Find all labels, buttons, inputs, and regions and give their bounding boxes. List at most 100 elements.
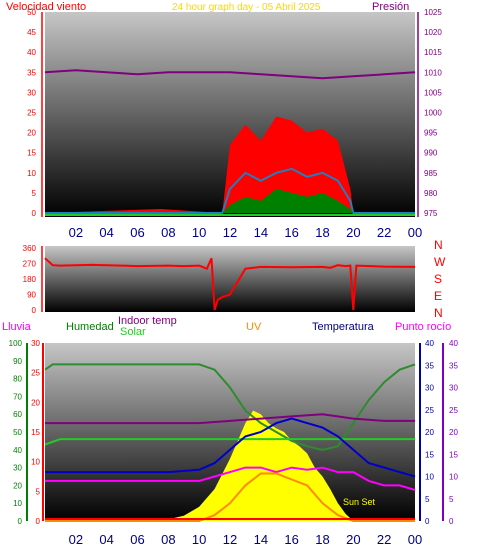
direction-tick-label: 360	[23, 244, 37, 253]
pressure-tick-label: 990	[424, 149, 438, 158]
wind-average-line	[45, 167, 415, 214]
wind-speed-tick-label: 50	[27, 8, 36, 17]
direction-tick-label: 270	[23, 260, 37, 269]
solar-line	[44, 438, 415, 446]
temperature-tick-label: 10	[425, 473, 434, 482]
x-tick-label: 22	[377, 225, 391, 240]
wind-low-area	[45, 188, 415, 213]
wind-gust-area	[45, 116, 415, 213]
compass-label: S	[434, 272, 442, 286]
x-tick-label: 18	[315, 225, 329, 240]
x-tick-label: 18	[315, 532, 329, 547]
x-tick-label: 02	[69, 532, 83, 547]
x-tick-label: 10	[192, 532, 206, 547]
humidity-tick-label: 20	[13, 481, 22, 490]
dewpoint-tick-label: 35	[449, 361, 458, 370]
wind-speed-tick-label: 25	[27, 109, 36, 118]
humidity-line	[44, 363, 416, 451]
rain-header: Lluvia	[2, 321, 32, 333]
x-tick-label: 02	[69, 225, 83, 240]
dewpoint-header: Punto rocío	[395, 321, 451, 333]
rain-tick-label: 15	[31, 428, 40, 437]
uv-header: UV	[246, 321, 262, 333]
humidity-tick-label: 100	[9, 339, 23, 348]
graph-date-title: 24 hour graph day - 05 Abril 2025	[172, 2, 321, 13]
temperature-tick-label: 15	[425, 450, 434, 459]
wind-speed-tick-label: 30	[27, 88, 36, 97]
indoor-temp-header: Indoor temp	[118, 315, 177, 327]
pressure-tick-label: 980	[424, 189, 438, 198]
pressure-tick-label: 1000	[424, 109, 442, 118]
dewpoint-tick-label: 15	[449, 450, 458, 459]
x-tick-label: 14	[254, 225, 268, 240]
indoor-temp-line	[45, 413, 415, 425]
humidity-header: Humedad	[66, 321, 114, 333]
temperature-header: Temperatura	[312, 321, 375, 333]
humidity-tick-label: 40	[13, 446, 22, 455]
sunset-annotation: Sun Set	[343, 497, 376, 507]
humidity-tick-label: 50	[13, 428, 22, 437]
x-tick-label: 20	[346, 225, 360, 240]
pressure-tick-label: 1020	[424, 28, 442, 37]
wind-speed-tick-label: 5	[32, 189, 37, 198]
x-tick-label: 12	[223, 532, 237, 547]
pressure-tick-label: 1025	[424, 8, 442, 17]
rain-tick-label: 5	[36, 487, 41, 496]
direction-tick-label: 90	[27, 291, 36, 300]
pressure-tick-label: 1010	[424, 68, 442, 77]
temperature-tick-label: 25	[425, 406, 434, 415]
temperature-tick-label: 20	[425, 428, 434, 437]
rain-tick-label: 20	[31, 398, 40, 407]
dewpoint-tick-label: 0	[449, 517, 454, 526]
wind-speed-tick-label: 15	[27, 149, 36, 158]
pressure-tick-label: 1015	[424, 48, 442, 57]
x-tick-label: 10	[192, 225, 206, 240]
wind-speed-tick-label: 35	[27, 68, 36, 77]
x-tick-label: 00	[408, 532, 422, 547]
compass-label: N	[434, 238, 443, 252]
x-tick-label: 20	[346, 532, 360, 547]
wind-speed-tick-label: 10	[27, 169, 36, 178]
uv-line	[45, 472, 415, 522]
wind-speed-tick-label: 45	[27, 28, 36, 37]
dewpoint-tick-label: 25	[449, 406, 458, 415]
dewpoint-tick-label: 5	[449, 495, 454, 504]
dewpoint-tick-label: 40	[449, 339, 458, 348]
x-tick-label: 04	[99, 532, 113, 547]
humidity-tick-label: 10	[13, 499, 22, 508]
x-tick-label: 06	[130, 532, 144, 547]
direction-panel-plot-area	[45, 246, 415, 312]
dewpoint-tick-label: 10	[449, 473, 458, 482]
pressure-line	[44, 69, 416, 80]
humidity-tick-label: 0	[18, 517, 23, 526]
humidity-tick-label: 80	[13, 375, 22, 384]
solar-header: Solar	[120, 326, 146, 338]
temperature-tick-label: 0	[425, 517, 430, 526]
temperature-line	[45, 417, 416, 478]
pressure-title: Presión	[372, 1, 409, 13]
rain-tick-label: 0	[36, 517, 41, 526]
x-tick-label: 16	[284, 532, 298, 547]
x-tick-label: 16	[284, 225, 298, 240]
dewpoint-line	[45, 466, 416, 491]
x-tick-label: 06	[130, 225, 144, 240]
humidity-tick-label: 60	[13, 410, 22, 419]
rain-tick-label: 25	[31, 369, 40, 378]
x-tick-label: 00	[408, 225, 422, 240]
direction-tick-label: 180	[23, 275, 37, 284]
wind-direction-line	[44, 257, 416, 311]
dewpoint-tick-label: 30	[449, 384, 458, 393]
humidity-tick-label: 70	[13, 392, 22, 401]
temperature-tick-label: 35	[425, 361, 434, 370]
humidity-tick-label: 90	[13, 357, 22, 366]
x-tick-label: 04	[99, 225, 113, 240]
compass-label: W	[434, 255, 446, 269]
pressure-tick-label: 975	[424, 209, 438, 218]
humidity-tick-label: 30	[13, 464, 22, 473]
x-tick-label: 22	[377, 532, 391, 547]
pressure-tick-label: 995	[424, 129, 438, 138]
x-tick-label: 08	[161, 225, 175, 240]
solar-radiation-area	[45, 410, 415, 521]
x-tick-label: 12	[223, 225, 237, 240]
